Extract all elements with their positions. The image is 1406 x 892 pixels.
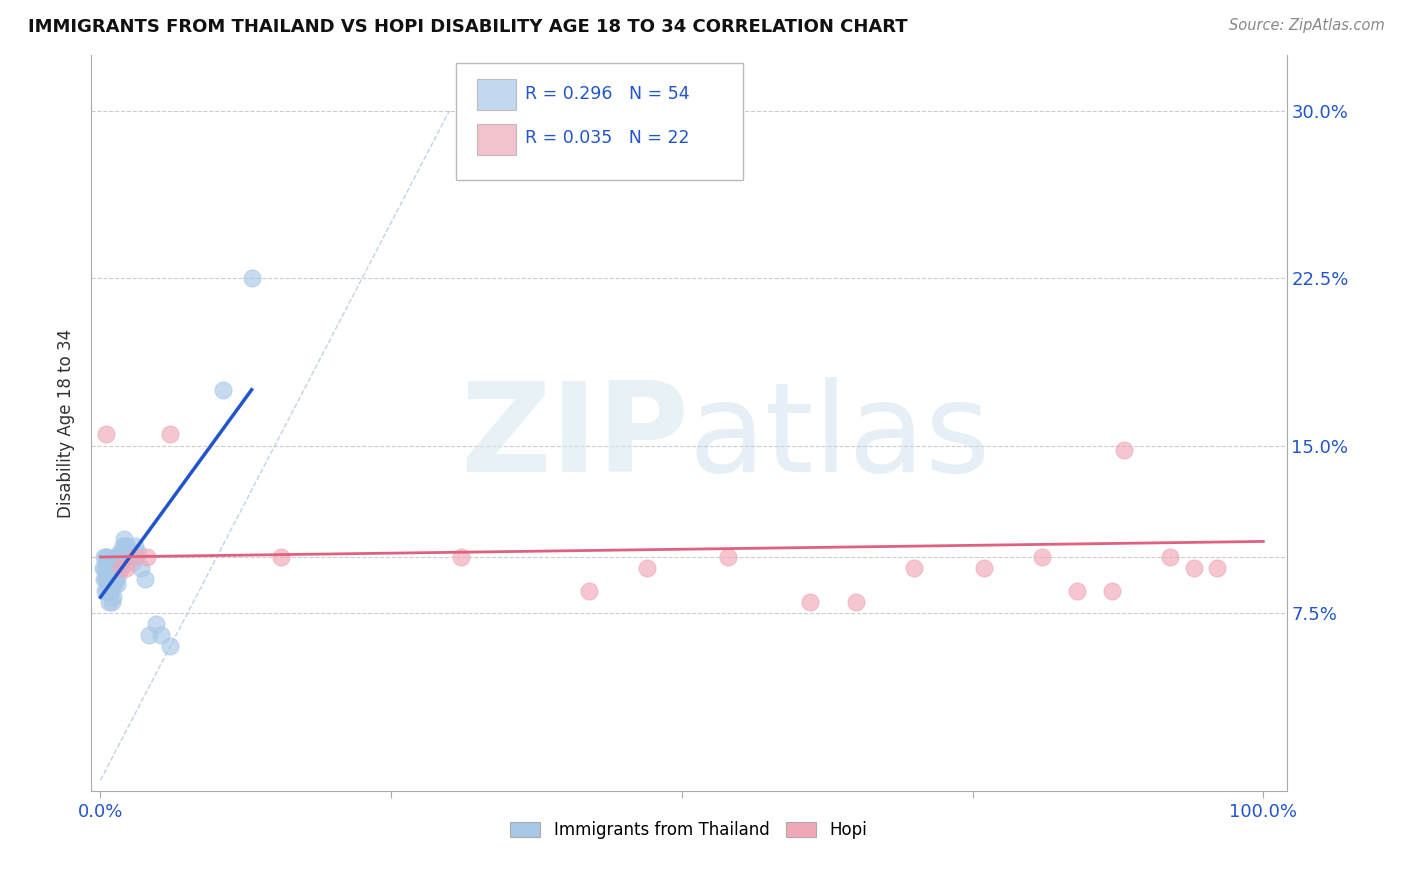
Point: [105, 561, 128, 575]
Text: Source: ZipAtlas.com: Source: ZipAtlas.com: [1229, 18, 1385, 33]
Point: [107, 549, 129, 564]
Point: [103, 591, 125, 605]
Point: [98, 561, 121, 575]
Point: [138, 628, 160, 642]
Point: [104, 549, 127, 564]
Point: [115, 539, 138, 553]
Point: [112, 532, 135, 546]
Point: [270, 549, 292, 564]
Point: [100, 573, 122, 587]
Point: [159, 427, 181, 442]
Point: [97, 573, 120, 587]
Point: [104, 573, 127, 587]
Point: [450, 549, 472, 564]
Point: [1066, 583, 1088, 598]
Point: [91, 561, 114, 575]
Point: [973, 561, 995, 575]
Point: [107, 567, 129, 582]
Point: [111, 539, 134, 553]
FancyBboxPatch shape: [477, 124, 516, 154]
Point: [108, 561, 131, 575]
Point: [110, 561, 132, 575]
FancyBboxPatch shape: [477, 79, 516, 111]
Text: ZIP: ZIP: [460, 377, 689, 499]
Point: [96, 573, 118, 587]
Point: [96, 549, 118, 564]
Point: [127, 545, 149, 559]
Point: [115, 549, 138, 564]
Point: [149, 628, 172, 642]
Point: [211, 383, 233, 397]
Text: R = 0.035   N = 22: R = 0.035 N = 22: [524, 129, 689, 147]
Point: [124, 549, 146, 564]
Point: [799, 595, 821, 609]
Point: [118, 549, 141, 564]
Point: [114, 539, 136, 553]
Point: [240, 271, 263, 285]
Point: [93, 549, 115, 564]
Point: [1031, 549, 1053, 564]
Point: [145, 617, 167, 632]
Point: [103, 577, 125, 591]
Point: [1101, 583, 1123, 598]
Point: [903, 561, 925, 575]
Point: [98, 583, 121, 598]
Point: [101, 577, 124, 591]
Point: [97, 595, 120, 609]
Point: [93, 573, 115, 587]
Point: [96, 427, 118, 442]
Point: [101, 595, 124, 609]
Point: [100, 583, 122, 598]
Point: [103, 561, 125, 575]
Point: [101, 561, 124, 575]
Point: [100, 561, 122, 575]
FancyBboxPatch shape: [456, 62, 742, 180]
Point: [1182, 561, 1205, 575]
Point: [98, 573, 121, 587]
Point: [124, 539, 146, 553]
Point: [96, 573, 118, 587]
Point: [122, 554, 145, 568]
Point: [1205, 561, 1227, 575]
Point: [96, 549, 118, 564]
Point: [110, 549, 132, 564]
Point: [578, 583, 600, 598]
Point: [134, 573, 156, 587]
Point: [1159, 549, 1181, 564]
Point: [94, 561, 117, 575]
Point: [96, 561, 118, 575]
Point: [1112, 442, 1135, 457]
Text: R = 0.296   N = 54: R = 0.296 N = 54: [524, 85, 690, 103]
Text: IMMIGRANTS FROM THAILAND VS HOPI DISABILITY AGE 18 TO 34 CORRELATION CHART: IMMIGRANTS FROM THAILAND VS HOPI DISABIL…: [28, 18, 908, 36]
Point: [96, 583, 118, 598]
Point: [159, 640, 181, 654]
Point: [110, 554, 132, 568]
Y-axis label: Disability Age 18 to 34: Disability Age 18 to 34: [58, 328, 75, 517]
Point: [115, 561, 138, 575]
Point: [108, 545, 131, 559]
Point: [97, 561, 120, 575]
Text: atlas: atlas: [689, 377, 991, 499]
Point: [103, 567, 125, 582]
Point: [129, 561, 152, 575]
Point: [105, 577, 128, 591]
Point: [136, 549, 159, 564]
Point: [94, 583, 117, 598]
Point: [717, 549, 740, 564]
Point: [636, 561, 658, 575]
Point: [845, 595, 868, 609]
Legend: Immigrants from Thailand, Hopi: Immigrants from Thailand, Hopi: [503, 814, 875, 846]
